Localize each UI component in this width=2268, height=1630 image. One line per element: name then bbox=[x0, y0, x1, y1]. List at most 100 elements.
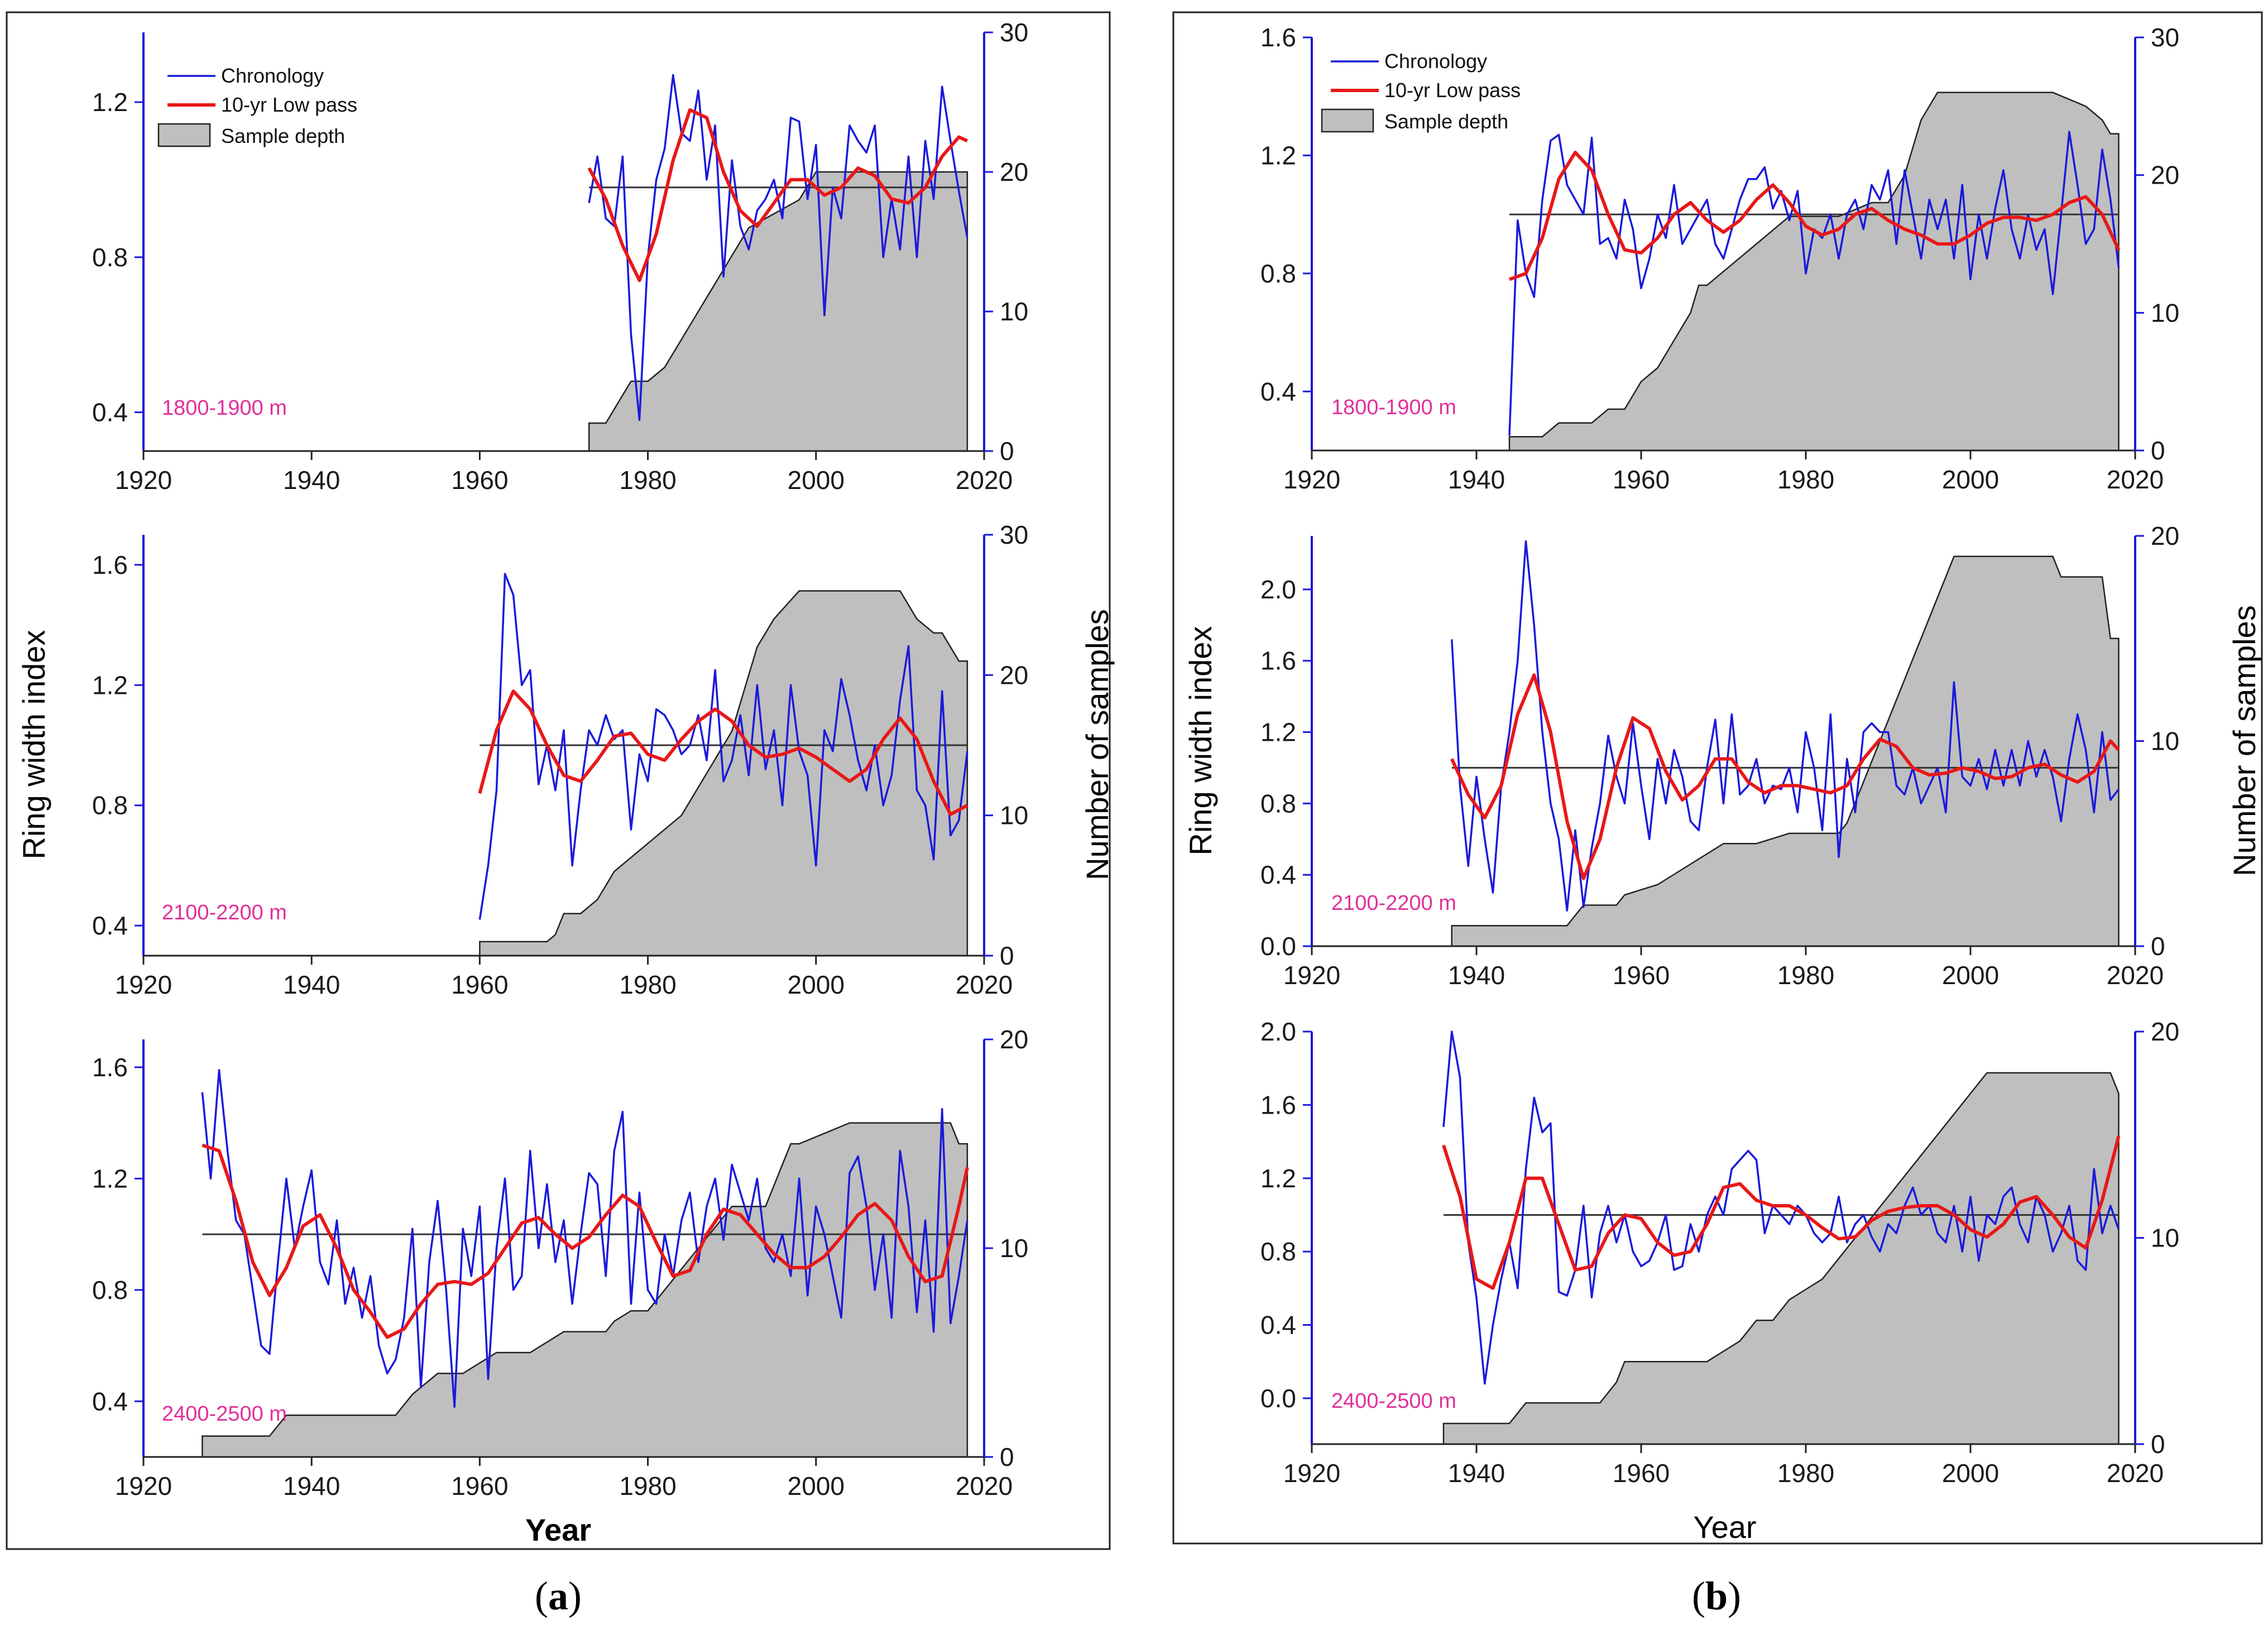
y-tick-label: 0.4 bbox=[92, 398, 128, 427]
region-label: 1800-1900 m bbox=[162, 396, 287, 420]
x-tick-label: 1960 bbox=[1613, 961, 1670, 990]
y2-tick-label: 20 bbox=[1000, 157, 1028, 186]
x-tick-label: 2020 bbox=[956, 466, 1013, 495]
chronology-series bbox=[478, 573, 968, 920]
region-label: 1800-1900 m bbox=[1331, 396, 1456, 419]
y-tick-label: 1.2 bbox=[1260, 1164, 1296, 1193]
subplot-3: 1920 1940 1960 1980 2000 2020 0.0 0.4 0.8 1.2 1.6 2… bbox=[1260, 1017, 2179, 1488]
chronology-series bbox=[1451, 540, 2120, 912]
x-tick-label: 1940 bbox=[1448, 961, 1505, 990]
y2-tick-label: 0 bbox=[2151, 932, 2165, 961]
y2-tick-label: 30 bbox=[2151, 23, 2179, 52]
region-label: 2400-2500 m bbox=[1331, 1389, 1456, 1413]
y-tick-label: 0.4 bbox=[1260, 1311, 1296, 1340]
x-tick-label: 1920 bbox=[1283, 465, 1340, 494]
subplot-2: 1920 1940 1960 1980 2000 2020 0.0 0.4 0.8 1.2 1.6 2… bbox=[1260, 521, 2179, 990]
x-tick-label: 2020 bbox=[2107, 465, 2164, 494]
lowpass-series bbox=[1450, 673, 2120, 880]
x-tick-label: 1980 bbox=[1777, 1459, 1834, 1488]
y-tick-label: 0.4 bbox=[92, 1387, 128, 1416]
y-tick-label: 0.4 bbox=[92, 911, 128, 940]
legend-label-depth: Sample depth bbox=[1384, 110, 1508, 133]
legend-label-chronology: Chronology bbox=[1384, 50, 1487, 73]
x-tick-label: 2000 bbox=[1942, 1459, 1999, 1488]
subplot-2: 1920 1940 1960 1980 2000 2020 0.4 0.8 1.2 1.6 0 10 2… bbox=[92, 520, 1028, 999]
x-tick-label: 1960 bbox=[451, 970, 508, 999]
x-axis-title: Year bbox=[1693, 1509, 1756, 1545]
y2-tick-label: 10 bbox=[2151, 298, 2179, 327]
sample-depth-area bbox=[1508, 92, 2120, 452]
y-tick-label: 1.6 bbox=[92, 550, 128, 579]
legend: Chronology 10-yr Low pass Sample depth bbox=[157, 64, 357, 147]
x-tick-label: 2000 bbox=[788, 1471, 845, 1500]
x-tick-label: 1920 bbox=[115, 970, 172, 999]
y2-tick-label: 0 bbox=[2151, 436, 2165, 465]
panel-caption: (b) bbox=[1692, 1574, 1741, 1618]
x-tick-label: 1940 bbox=[283, 1471, 340, 1500]
x-tick-label: 1920 bbox=[1283, 1459, 1340, 1488]
y2-tick-label: 20 bbox=[2151, 161, 2179, 190]
y-tick-label: 1.6 bbox=[1260, 646, 1296, 675]
subplot-1: 1920 1940 1960 1980 2000 2020 0.4 0.8 1.2 1.6 0 10 2… bbox=[1260, 23, 2179, 494]
region-label: 2100-2200 m bbox=[162, 901, 287, 924]
y-tick-label: 0.8 bbox=[92, 791, 128, 820]
y-tick-label: 1.2 bbox=[1260, 718, 1296, 747]
x-tick-label: 2000 bbox=[788, 466, 845, 495]
subplot-1: 1920 1940 1960 1980 2000 2020 0.4 0.8 1.2 0 10 20 30… bbox=[92, 18, 1028, 495]
y-tick-label: 1.2 bbox=[92, 88, 128, 117]
x-tick-label: 2000 bbox=[1942, 961, 1999, 990]
y-tick-label: 0.0 bbox=[1260, 932, 1296, 961]
sample-depth-area bbox=[202, 1122, 968, 1458]
y-tick-label: 1.2 bbox=[92, 1164, 128, 1193]
x-tick-label: 2000 bbox=[1942, 465, 1999, 494]
sample-depth-area bbox=[1451, 555, 2120, 947]
x-tick-label: 1940 bbox=[283, 970, 340, 999]
y-tick-label: 0.4 bbox=[1260, 860, 1296, 889]
chronology-series bbox=[1442, 1030, 2120, 1385]
y2-axis-title: Number of samples bbox=[2227, 605, 2262, 876]
x-tick-label: 1960 bbox=[451, 466, 508, 495]
panel-frame bbox=[1172, 11, 2263, 1545]
region-label: 2100-2200 m bbox=[1331, 891, 1456, 915]
panel-a: 1920 1940 1960 1980 2000 20200.40.81.20102030… bbox=[6, 11, 1115, 1618]
panel-frame bbox=[6, 11, 1111, 1550]
x-tick-label: 1940 bbox=[1448, 465, 1505, 494]
x-tick-label: 1920 bbox=[1283, 961, 1340, 990]
region-label: 2400-2500 m bbox=[162, 1402, 287, 1426]
x-tick-label: 1960 bbox=[451, 1471, 508, 1500]
x-tick-label: 2000 bbox=[788, 970, 845, 999]
x-axis-title: Year bbox=[525, 1512, 591, 1547]
lowpass-series bbox=[1508, 151, 2121, 281]
y2-tick-label: 20 bbox=[1000, 660, 1028, 689]
y2-tick-label: 0 bbox=[1000, 437, 1014, 466]
y-tick-label: 1.2 bbox=[1260, 141, 1296, 170]
x-tick-label: 1980 bbox=[619, 970, 676, 999]
y-axis-title: Ring width index bbox=[1183, 626, 1218, 856]
y2-tick-label: 10 bbox=[1000, 1234, 1028, 1263]
panel-caption: (a) bbox=[535, 1574, 582, 1618]
x-tick-label: 1960 bbox=[1613, 1459, 1670, 1488]
lowpass-series bbox=[1442, 1135, 2121, 1290]
y-tick-label: 2.0 bbox=[1260, 575, 1296, 604]
y2-tick-label: 0 bbox=[1000, 1442, 1014, 1471]
y-tick-label: 0.8 bbox=[1260, 259, 1296, 288]
x-tick-label: 1980 bbox=[1777, 961, 1834, 990]
x-tick-label: 1980 bbox=[619, 1471, 676, 1500]
lowpass-series bbox=[478, 689, 968, 816]
sample-depth-area bbox=[588, 171, 968, 452]
y2-tick-label: 10 bbox=[2151, 727, 2179, 756]
y-tick-label: 1.6 bbox=[1260, 23, 1296, 52]
y2-tick-label: 0 bbox=[2151, 1430, 2165, 1459]
legend-swatch-depth bbox=[1321, 108, 1374, 133]
x-tick-label: 2020 bbox=[2107, 961, 2164, 990]
y-tick-label: 1.6 bbox=[92, 1053, 128, 1082]
subplot-3: 1920 1940 1960 1980 2000 2020 0.4 0.8 1.2 1.6 0 10 2… bbox=[92, 1025, 1028, 1500]
y2-tick-label: 10 bbox=[1000, 297, 1028, 326]
legend: Chronology 10-yr Low pass Sample depth bbox=[1321, 50, 1521, 133]
sample-depth-area bbox=[1442, 1072, 2120, 1445]
y2-axis-title: Number of samples bbox=[1080, 609, 1115, 880]
legend-label-chronology: Chronology bbox=[221, 64, 324, 87]
y-tick-label: 1.2 bbox=[92, 670, 128, 699]
y2-tick-label: 20 bbox=[2151, 1017, 2179, 1046]
x-tick-label: 1960 bbox=[1613, 465, 1670, 494]
